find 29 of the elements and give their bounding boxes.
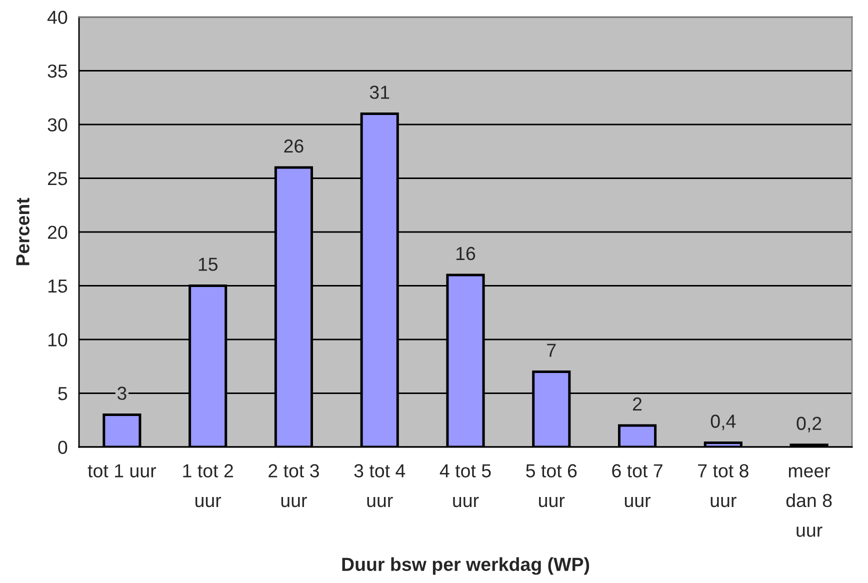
x-tick-label: 1 tot 2 uur xyxy=(183,464,233,508)
y-tick-label: 0 xyxy=(58,440,68,454)
y-tick-label: 25 xyxy=(48,172,68,186)
x-tick-label: tot 1 uur xyxy=(88,464,156,478)
x-tick-label: 4 tot 5 uur xyxy=(440,464,491,508)
data-label: 0,4 xyxy=(710,414,736,430)
data-label: 31 xyxy=(370,86,390,99)
y-axis-title: Percent xyxy=(16,198,30,266)
data-label: 15 xyxy=(198,258,218,271)
x-tick-label: 6 tot 7 uur xyxy=(612,464,662,508)
data-label: 7 xyxy=(547,344,556,357)
x-tick-label: 3 tot 4 uur xyxy=(354,464,406,508)
data-label: 0,2 xyxy=(796,416,822,432)
y-tick-label: 35 xyxy=(48,64,68,78)
y-tick-label: 15 xyxy=(48,280,68,293)
y-tick-label: 5 xyxy=(58,387,68,400)
data-label: 2 xyxy=(633,397,642,410)
y-tick-label: 20 xyxy=(48,226,68,239)
x-tick-label: 7 tot 8 uur xyxy=(698,464,748,508)
x-tick-label: 5 tot 6 uur xyxy=(526,464,577,508)
data-label: 26 xyxy=(284,139,304,153)
x-tick-label: meer dan 8 uur xyxy=(786,467,832,537)
x-axis-title: Duur bsw per werkdag (WP) xyxy=(342,557,590,575)
y-tick-label: 30 xyxy=(48,118,68,132)
y-tick-label: 40 xyxy=(47,10,68,24)
x-tick-label: 2 tot 3 uur xyxy=(268,464,319,508)
data-label: 16 xyxy=(456,246,476,260)
y-tick-label: 10 xyxy=(48,333,68,346)
data-label: 3 xyxy=(117,386,126,400)
